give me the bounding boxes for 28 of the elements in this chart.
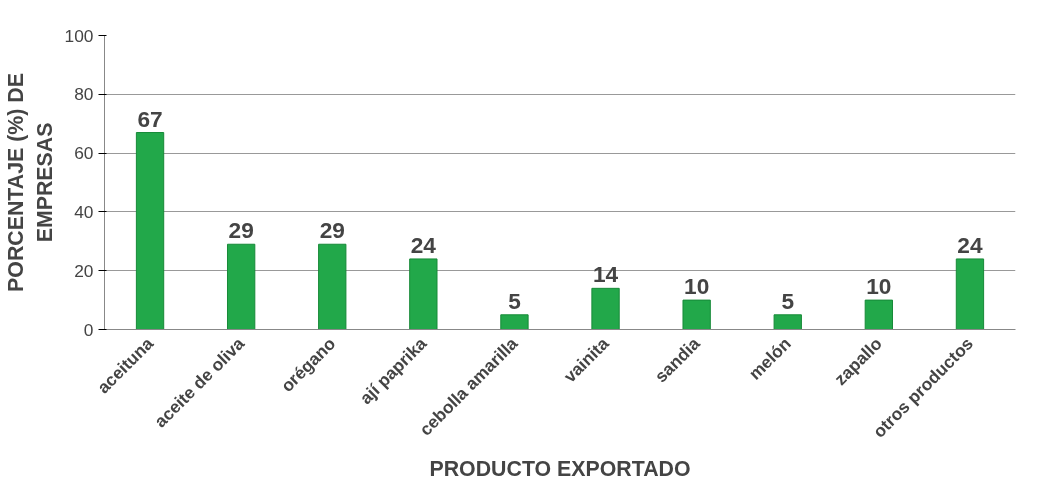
bar [226,243,256,330]
x-axis-title: PRODUCTO EXPORTADO [429,456,691,481]
data-label: 24 [957,231,983,258]
y-tick-label: 100 [64,25,94,46]
bar [318,243,347,330]
data-label: 5 [508,287,521,314]
bar [135,132,165,330]
data-label: 10 [684,273,710,300]
y-tick-label: 40 [74,201,94,222]
data-label: 29 [228,217,254,244]
bar [682,299,711,330]
bar [500,314,529,330]
data-label: 10 [866,273,892,300]
data-label: 24 [410,231,437,258]
y-tick-label: 20 [74,260,94,281]
bar [955,258,985,330]
bar [864,299,894,330]
data-label: 5 [781,287,795,314]
y-tick-label: 60 [74,143,94,164]
data-label: 67 [137,105,163,132]
data-label: 29 [319,217,345,244]
bar [409,258,438,330]
y-axis-title: PORCENTAJE (%) DE EMPRESAS [3,73,57,292]
y-tick-label: 80 [74,84,94,105]
bar [773,314,802,330]
data-label: 14 [592,261,619,288]
bar [591,287,620,330]
y-tick-label: 0 [83,319,94,340]
